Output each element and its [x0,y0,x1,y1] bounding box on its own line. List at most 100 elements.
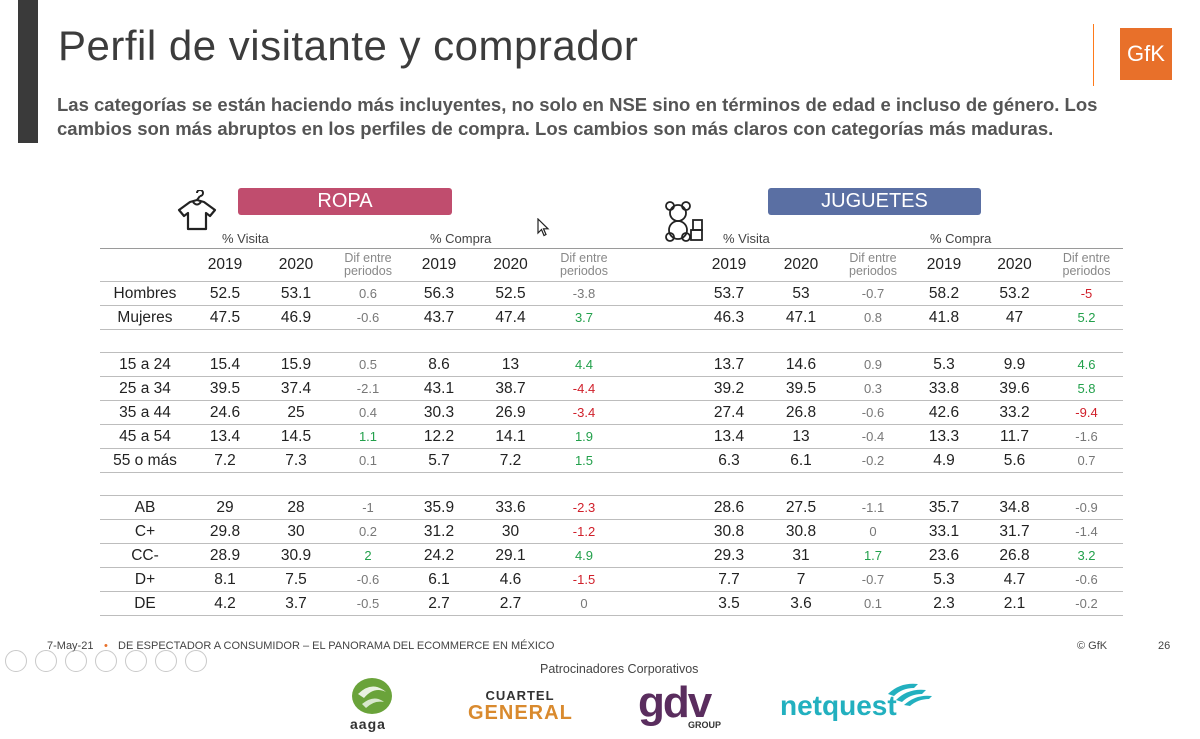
juguetes-compra-2019-cell: 33.1 [909,519,979,544]
table-header-blank [100,248,190,282]
ropa-visita-2020-cell: 30 [260,519,332,544]
juguetes-badge: JUGUETES [768,188,981,215]
table-row: D+ 8.1 7.5 -0.6 6.1 4.6 -1.5 7.7 7 -0.7 5.3 4.7 -0.6 [100,567,1123,592]
gap-cell [621,495,693,520]
slide-nav-controls [5,650,207,672]
ropa-visita-2019-cell: 4.2 [190,591,260,616]
juguetes-visita-2019-cell: 29.3 [693,543,765,568]
nav-next-icon[interactable] [35,650,57,672]
gdv-group-text: GROUP [688,720,722,730]
juguetes-compra-2020-cell: 4.7 [979,567,1050,592]
ropa-compra-dif-cell: -2.3 [547,495,621,520]
gap-cell [621,567,693,592]
shirt-hanger-icon [177,190,217,231]
ropa-compra-2020-cell: 52.5 [474,281,547,306]
ropa-compra-2020-cell: 13 [474,352,547,377]
ropa-visita-2019-cell: 8.1 [190,567,260,592]
nav-more-icon[interactable] [185,650,207,672]
juguetes-compra-dif-cell: 4.6 [1050,352,1123,377]
separator-cell [100,472,190,496]
juguetes-visita-2019-cell: 6.3 [693,448,765,473]
page-subtitle: Las categorías se están haciendo más inc… [57,94,1098,139]
aaga-logo-icon [352,678,392,714]
separator-cell [837,472,909,496]
nav-subtitle-icon[interactable] [155,650,177,672]
juguetes-compra-2020-cell: 9.9 [979,352,1050,377]
separator-cell [765,472,837,496]
table-row: 45 a 54 13.4 14.5 1.1 12.2 14.1 1.9 13.4 13 -0.4 1… [100,424,1123,449]
row-label: C+ [100,519,190,544]
juguetes-visita-dif-cell: -0.6 [837,400,909,425]
ropa-compra-dif-header: Dif entre periodos [547,248,621,282]
row-label: CC- [100,543,190,568]
juguetes-compra-2020-cell: 47 [979,305,1050,330]
separator-cell [621,329,693,353]
table-header-row: 2019 2020 Dif entre periodos 2019 2020 Di… [100,248,1123,282]
ropa-visita-2020-cell: 7.3 [260,448,332,473]
ropa-visita-dif-cell: -2.1 [332,376,404,401]
juguetes-visita-2020-cell: 53 [765,281,837,306]
ropa-visita-dif-cell: 2 [332,543,404,568]
nav-pen-icon[interactable] [65,650,87,672]
ropa-visita-dif-cell: 0.5 [332,352,404,377]
row-label: 25 a 34 [100,376,190,401]
juguetes-visita-2020-cell: 27.5 [765,495,837,520]
juguetes-visita-dif-cell: 0.9 [837,352,909,377]
ropa-visita-2019-cell: 28.9 [190,543,260,568]
juguetes-compra-2020-cell: 31.7 [979,519,1050,544]
profile-table: 2019 2020 Dif entre periodos 2019 2020 Di… [100,248,1123,616]
row-label: 35 a 44 [100,400,190,425]
table-row: 55 o más 7.2 7.3 0.1 5.7 7.2 1.5 6.3 6.1 -0.2 4.9 5… [100,448,1123,473]
separator-cell [1050,329,1123,353]
juguetes-compra-2020-cell: 33.2 [979,400,1050,425]
ropa-compra-2020-cell: 7.2 [474,448,547,473]
gap-cell [621,352,693,377]
row-label: Hombres [100,281,190,306]
left-accent-bar [18,0,38,143]
ropa-visita-dif-cell: -0.6 [332,567,404,592]
juguetes-visita-2019-cell: 46.3 [693,305,765,330]
separator-cell [693,472,765,496]
nav-prev-icon[interactable] [5,650,27,672]
ropa-visita-2020-cell: 46.9 [260,305,332,330]
ropa-compra-dif-cell: -3.4 [547,400,621,425]
cuartel-general-logo: CUARTEL GENERAL [468,688,572,723]
ropa-compra-2020-cell: 38.7 [474,376,547,401]
separator-cell [1050,472,1123,496]
ropa-compra-2020-cell: 4.6 [474,567,547,592]
juguetes-compra-2020-cell: 11.7 [979,424,1050,449]
ropa-visita-2019-cell: 29 [190,495,260,520]
ropa-compra-dif-cell: 3.7 [547,305,621,330]
nav-zoom-icon[interactable] [125,650,147,672]
ropa-visita-dif-cell: 0.1 [332,448,404,473]
juguetes-visita-dif-cell: 1.7 [837,543,909,568]
ropa-visita-2019-cell: 13.4 [190,424,260,449]
ropa-visita-2020-cell: 37.4 [260,376,332,401]
gap-cell [621,281,693,306]
footer-caption: DE ESPECTADOR A CONSUMIDOR – EL PANORAMA… [118,640,555,652]
ropa-compra-dif-cell: -3.8 [547,281,621,306]
juguetes-visita-2020-cell: 6.1 [765,448,837,473]
juguetes-compra-2019-cell: 5.3 [909,567,979,592]
juguetes-compra-dif-cell: 3.2 [1050,543,1123,568]
juguetes-visita-2019-cell: 53.7 [693,281,765,306]
juguetes-compra-dif-cell: 0.7 [1050,448,1123,473]
ropa-compra-2019-cell: 8.6 [404,352,474,377]
row-label: 55 o más [100,448,190,473]
table-separator-row [100,472,1123,496]
ropa-compra-2019-cell: 31.2 [404,519,474,544]
cuartel-logo-text: CUARTEL [485,688,555,703]
juguetes-compra-2019-cell: 23.6 [909,543,979,568]
table-gap-header [621,248,693,282]
juguetes-compra-2019-cell: 58.2 [909,281,979,306]
juguetes-compra-2020-cell: 53.2 [979,281,1050,306]
nav-slides-icon[interactable] [95,650,117,672]
ropa-compra-2019-cell: 2.7 [404,591,474,616]
table-row: 25 a 34 39.5 37.4 -2.1 43.1 38.7 -4.4 39.2 39.5 0… [100,376,1123,401]
general-logo-text: GENERAL [468,702,573,724]
separator-cell [474,329,547,353]
ropa-visita-2019-cell: 47.5 [190,305,260,330]
ropa-visita-2020-header: 2020 [260,248,332,282]
ropa-compra-2019-cell: 43.1 [404,376,474,401]
ropa-compra-dif-cell: -1.5 [547,567,621,592]
